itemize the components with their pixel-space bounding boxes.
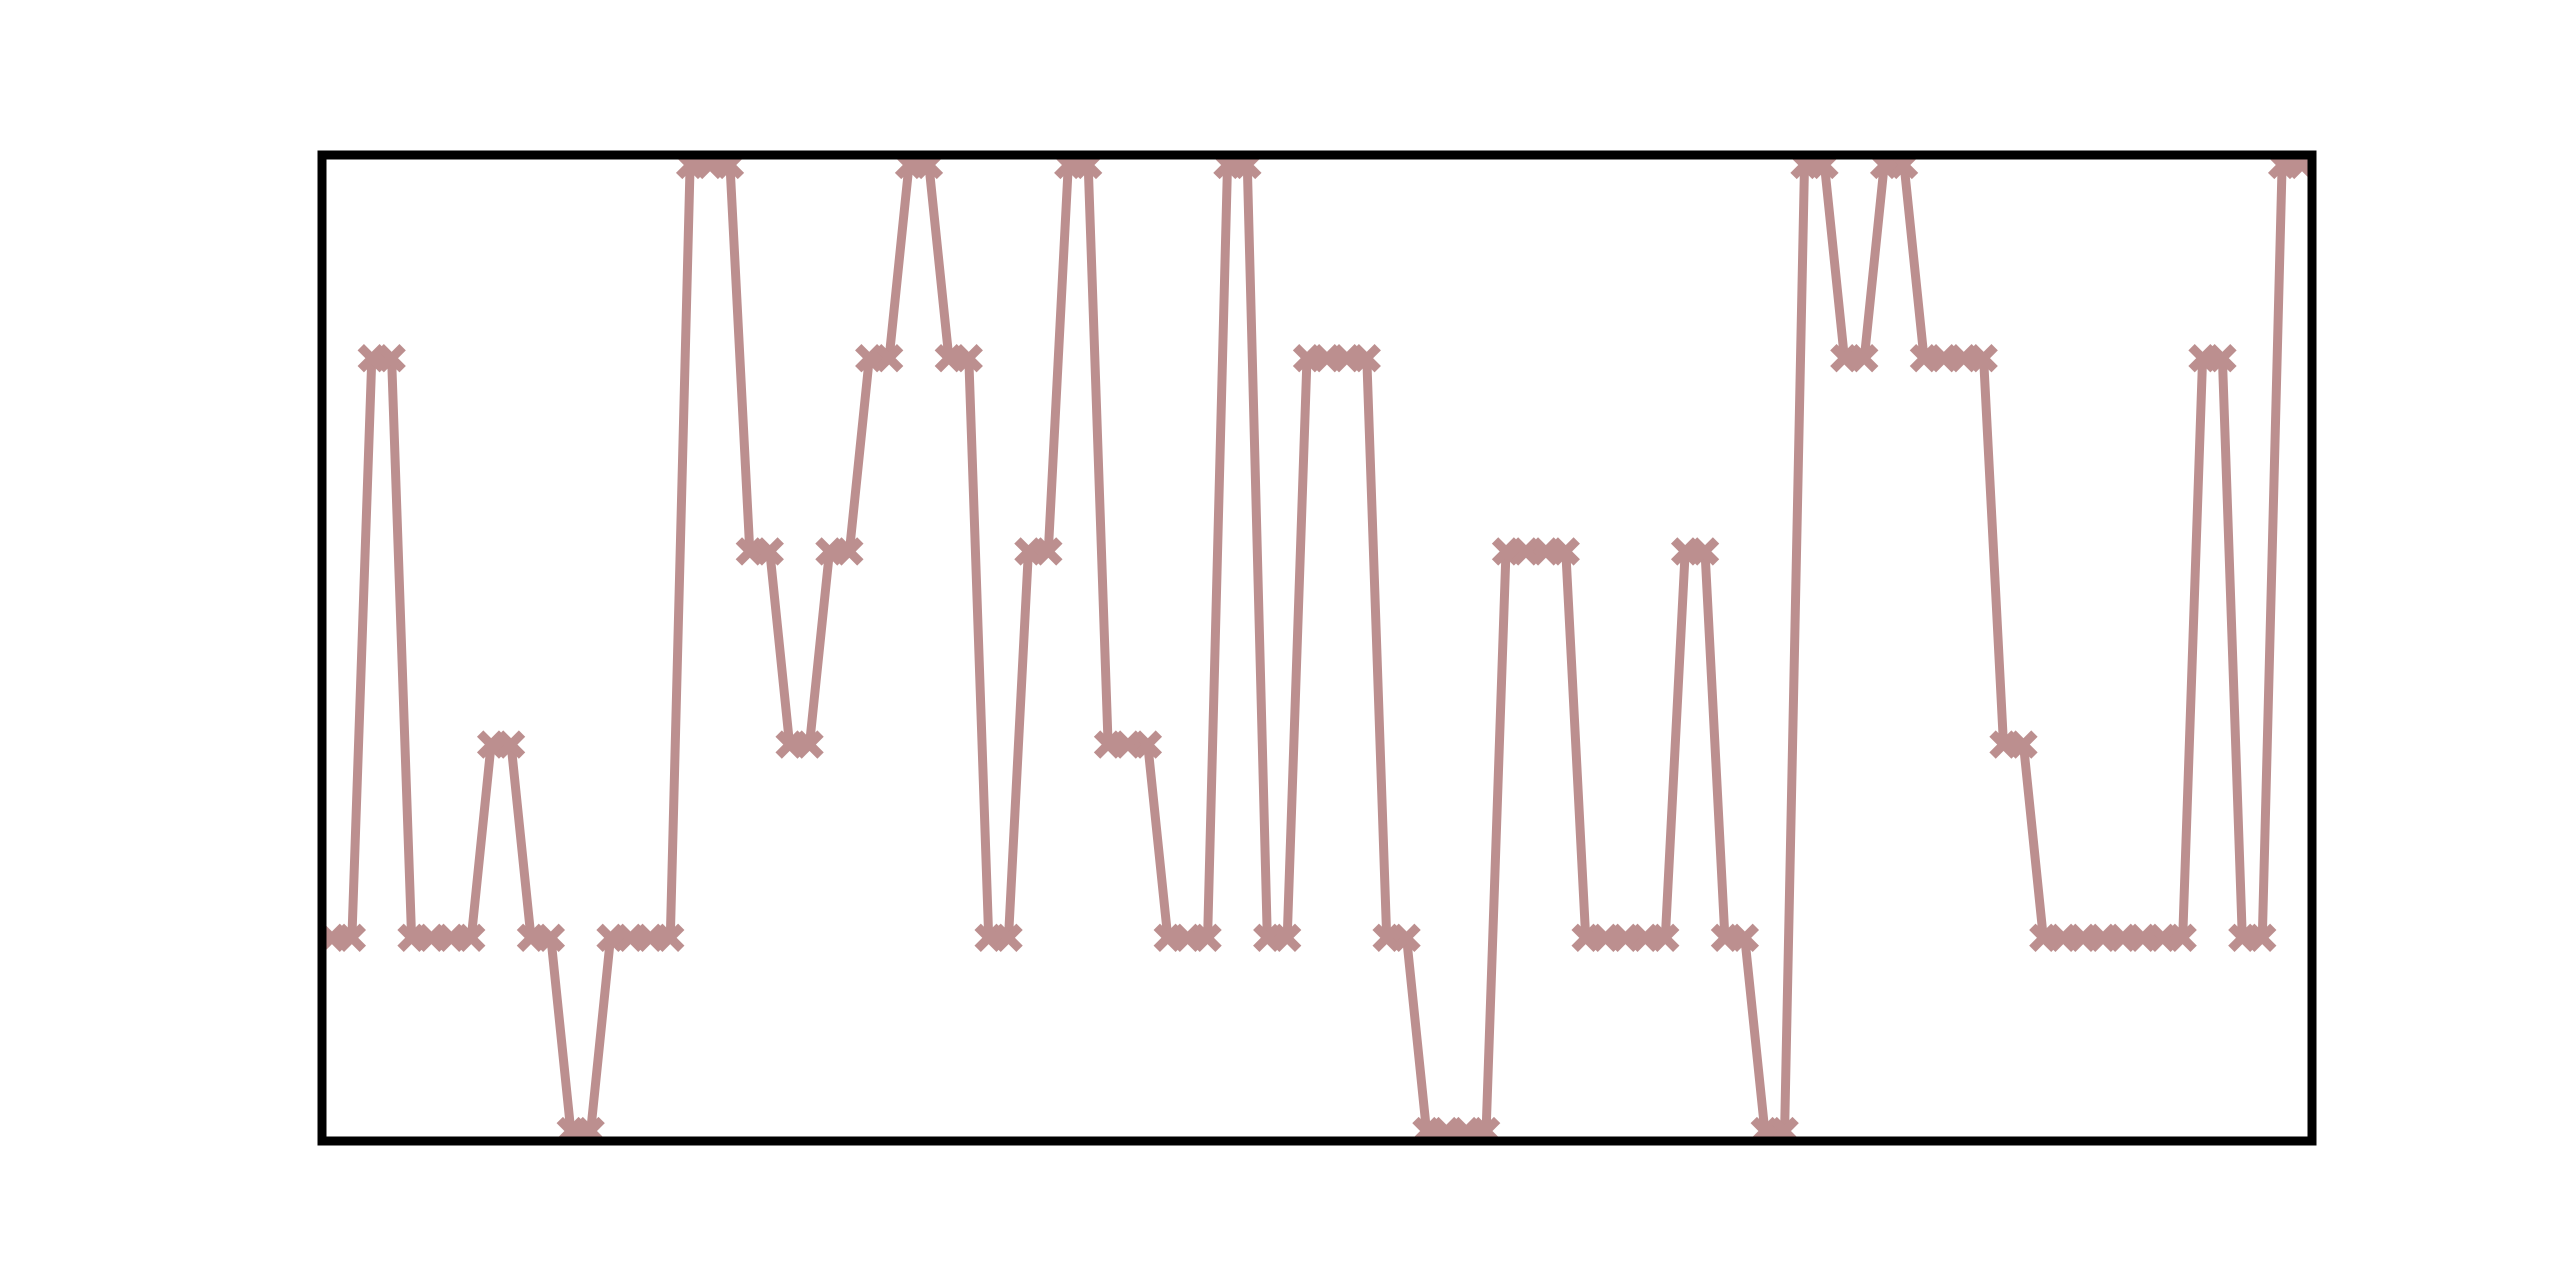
- series-layer: [317, 150, 2317, 1146]
- data-point-marker: [1392, 923, 1421, 952]
- data-point-marker: [2208, 344, 2237, 373]
- data-point-marker: [1133, 730, 1163, 759]
- data-point-marker: [1690, 537, 1720, 566]
- data-point-marker: [1352, 344, 1381, 373]
- data-point-marker: [2009, 730, 2038, 759]
- plot-frame: [317, 150, 2317, 1146]
- data-point-marker: [457, 923, 486, 952]
- data-point-marker: [1193, 923, 1222, 952]
- data-point-marker: [1272, 923, 1302, 952]
- data-point-marker: [1651, 923, 1680, 952]
- data-point-marker: [2248, 923, 2277, 952]
- data-point-marker: [874, 344, 904, 373]
- data-point-marker: [835, 537, 864, 566]
- data-point-marker: [536, 923, 566, 952]
- data-point-marker: [795, 730, 824, 759]
- data-point-marker: [1850, 344, 1879, 373]
- data-point-marker: [1969, 344, 1998, 373]
- data-point-marker: [954, 344, 983, 373]
- data-point-marker: [656, 923, 685, 952]
- data-point-marker: [377, 344, 406, 373]
- series-line: [331, 160, 2303, 1136]
- data-point-marker: [337, 923, 367, 952]
- data-point-marker: [1034, 537, 1063, 566]
- data-point-marker: [1551, 537, 1580, 566]
- data-point-marker: [994, 923, 1023, 952]
- data-point-marker: [2168, 923, 2197, 952]
- data-point-marker: [496, 730, 526, 759]
- data-point-marker: [1730, 923, 1760, 952]
- data-point-marker: [755, 537, 784, 566]
